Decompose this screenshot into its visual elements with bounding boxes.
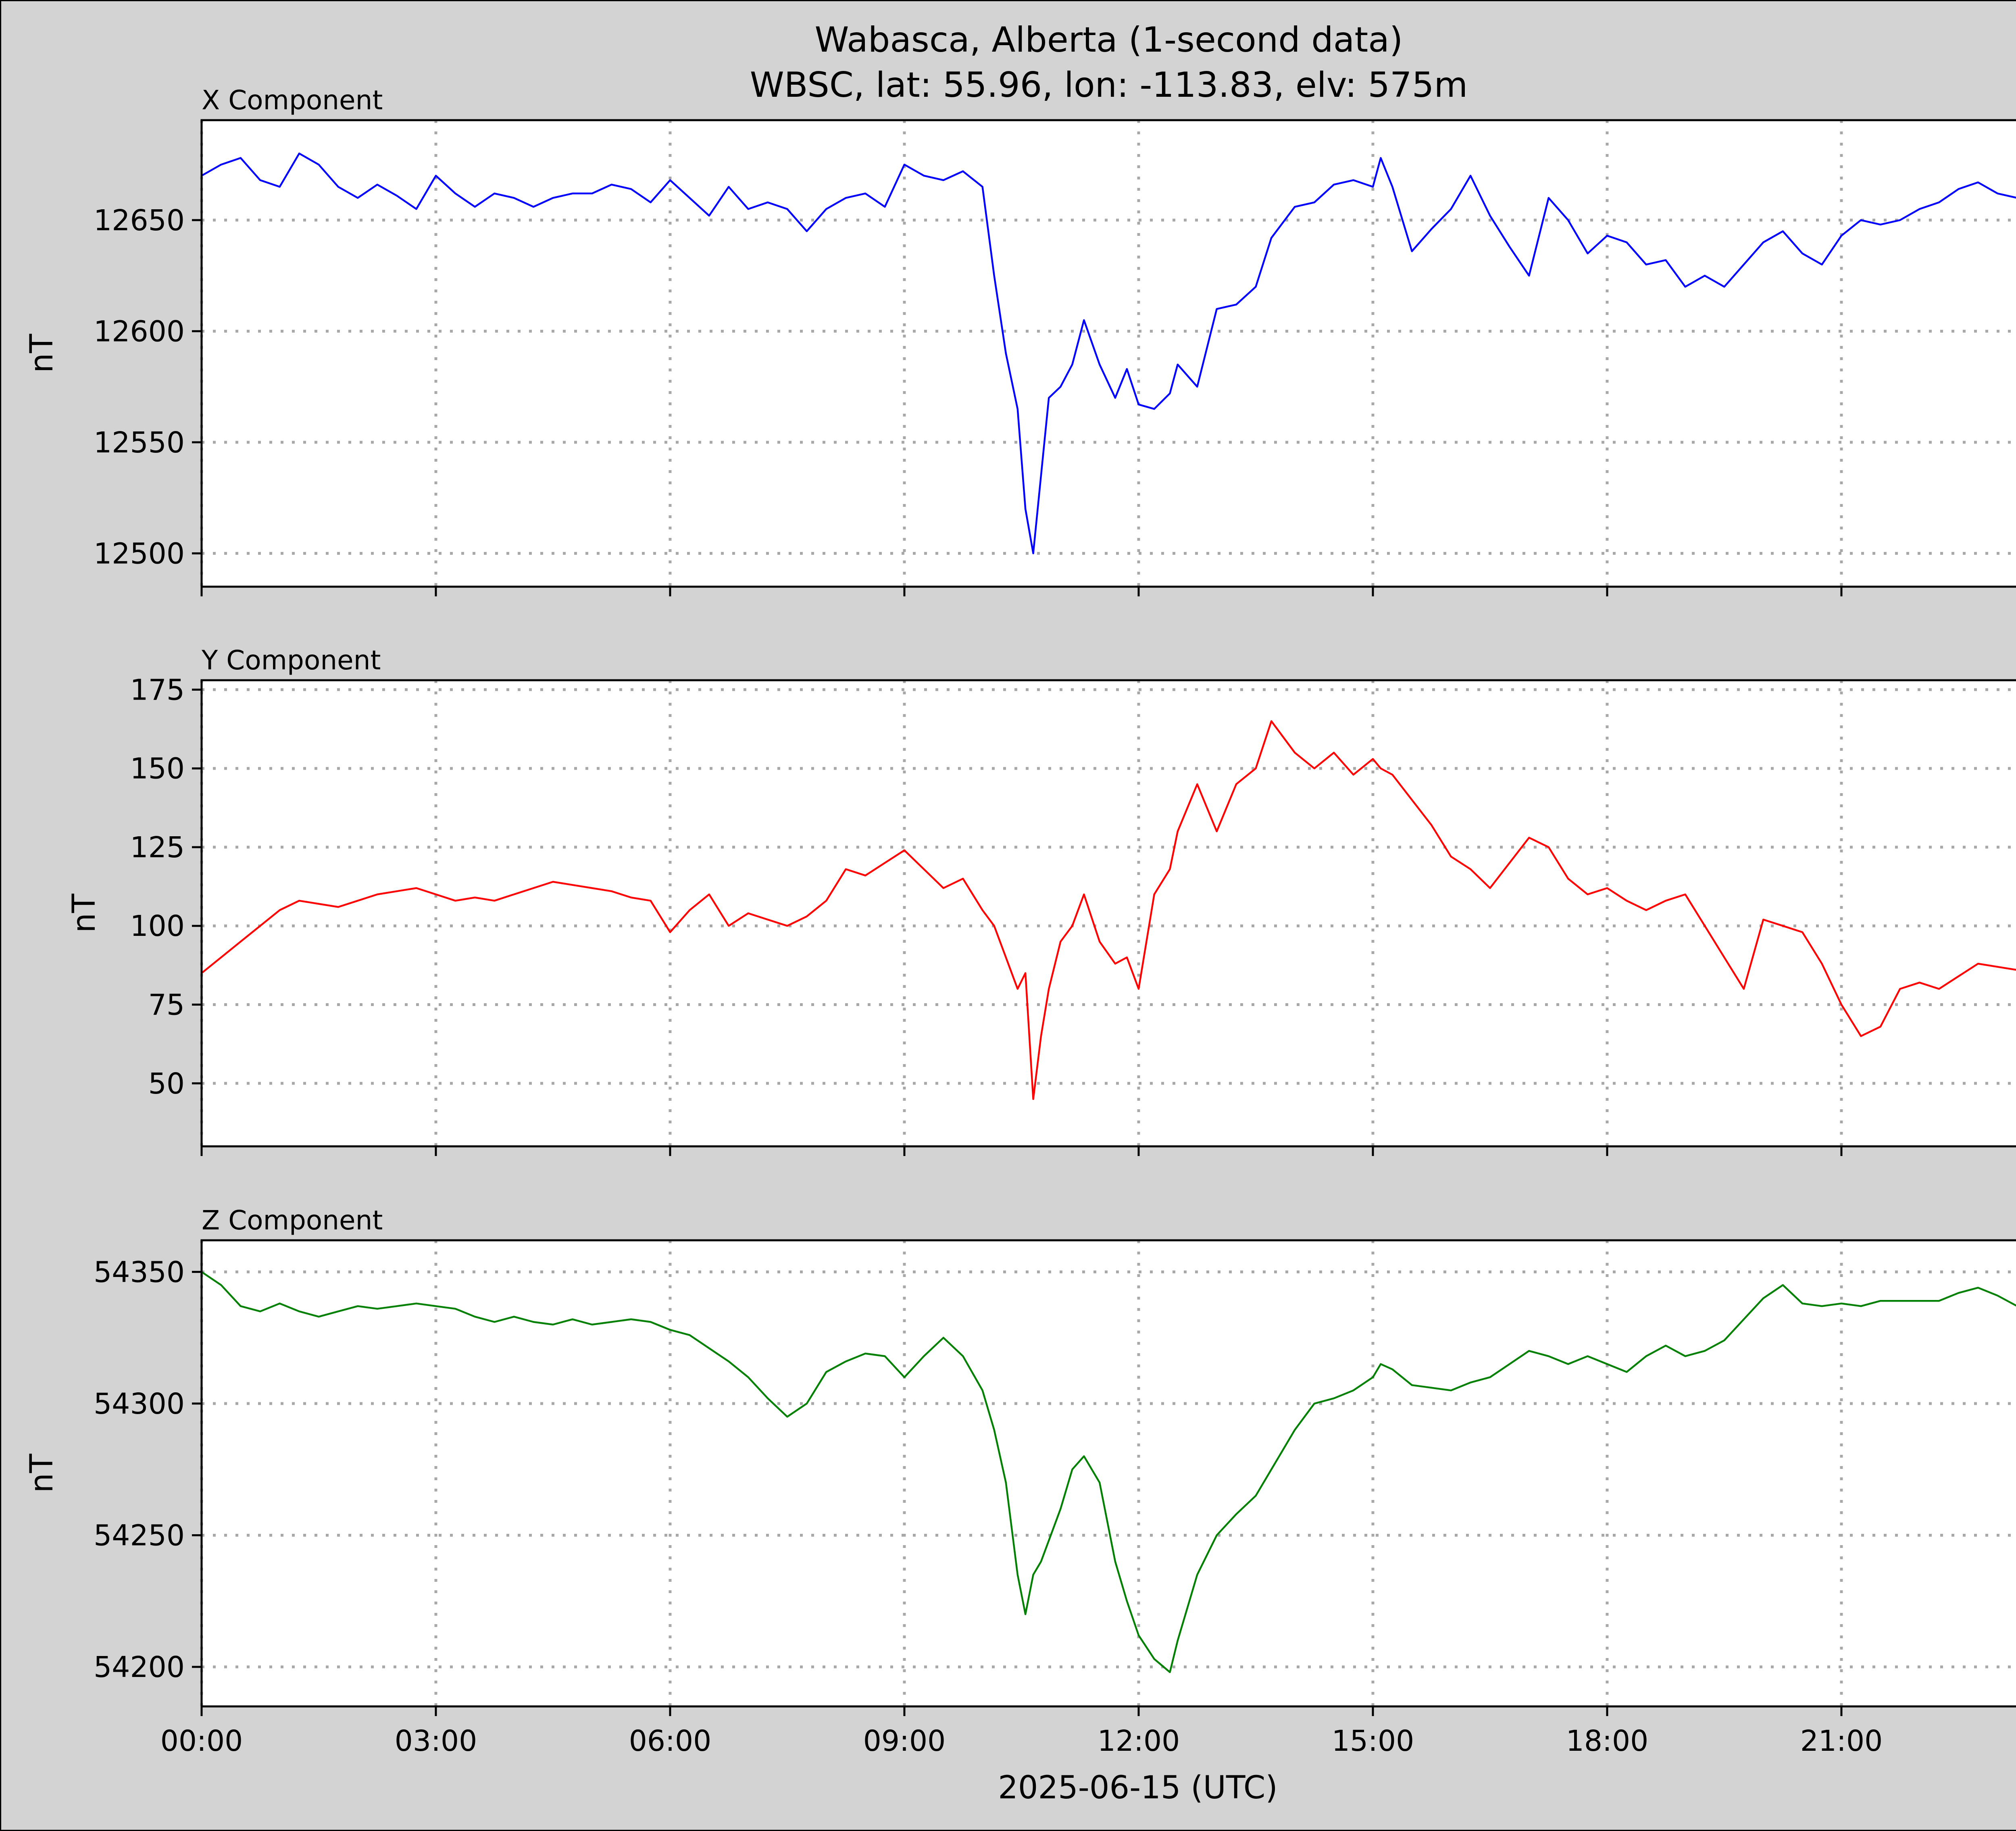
- x-tick-label: 09:00: [863, 1724, 946, 1758]
- y-tick-label: 12500: [94, 537, 185, 570]
- y-axis-label: nT: [66, 894, 102, 933]
- plot-area: [202, 680, 2016, 1146]
- y-tick-label: 54200: [94, 1650, 185, 1684]
- plot-frame: [200, 679, 2016, 1148]
- panel-title: X Component: [202, 85, 383, 116]
- figure-subtitle: WBSC, lat: 55.96, lon: -113.83, elv: 575…: [750, 65, 1468, 105]
- y-tick-label: 12650: [94, 204, 185, 237]
- x-tick-label: 21:00: [1800, 1724, 1883, 1758]
- panels: 12500 12550 12600 12650 X Component nT 50 75 100…: [24, 85, 2016, 1758]
- x-tick-label: 18:00: [1566, 1724, 1649, 1758]
- plot-area: [202, 120, 2016, 587]
- x-tick-label: 03:00: [395, 1724, 477, 1758]
- y-axis-label: nT: [24, 334, 60, 373]
- y-tick-label: 125: [130, 831, 185, 864]
- x-tick-label: 12:00: [1098, 1724, 1180, 1758]
- series-line-1: [201, 152, 2016, 554]
- y-tick-label: 150: [130, 752, 185, 785]
- y-tick-label: 75: [148, 988, 185, 1022]
- y-tick-label: 50: [148, 1067, 185, 1100]
- plot-frame: [200, 119, 2016, 588]
- y-tick-label: 54300: [94, 1387, 185, 1421]
- figure-title: Wabasca, Alberta (1-second data): [815, 20, 1403, 60]
- panel-1: 12500 12550 12600 12650 X Component nT: [24, 85, 2016, 596]
- y-tick-label: 54250: [94, 1519, 185, 1552]
- x-tick-label: 00:00: [160, 1724, 243, 1758]
- y-tick-label: 100: [130, 909, 185, 943]
- x-tick-label: 06:00: [629, 1724, 712, 1758]
- series-line-1: [201, 1271, 2016, 1673]
- series-line-1: [201, 720, 2016, 1100]
- x-axis-label: 2025-06-15 (UTC): [998, 1770, 1278, 1806]
- plot-area: [202, 1240, 2016, 1706]
- plot-frame: [200, 1239, 2016, 1708]
- y-tick-label: 175: [130, 673, 185, 706]
- y-tick-label: 54350: [94, 1255, 185, 1289]
- panel-title: Y Component: [201, 645, 381, 676]
- panel-2: 50 75 100 125 150 175 Y Component nT: [66, 645, 2016, 1156]
- y-tick-label: 12600: [94, 315, 185, 348]
- panel-title: Z Component: [202, 1205, 383, 1236]
- y-tick-label: 12550: [94, 426, 185, 459]
- panel-3: 54200 54250 54300 54350 Z Component nT 00:00 03…: [24, 1205, 2016, 1758]
- x-tick-label: 15:00: [1332, 1724, 1414, 1758]
- y-axis-label: nT: [24, 1454, 60, 1493]
